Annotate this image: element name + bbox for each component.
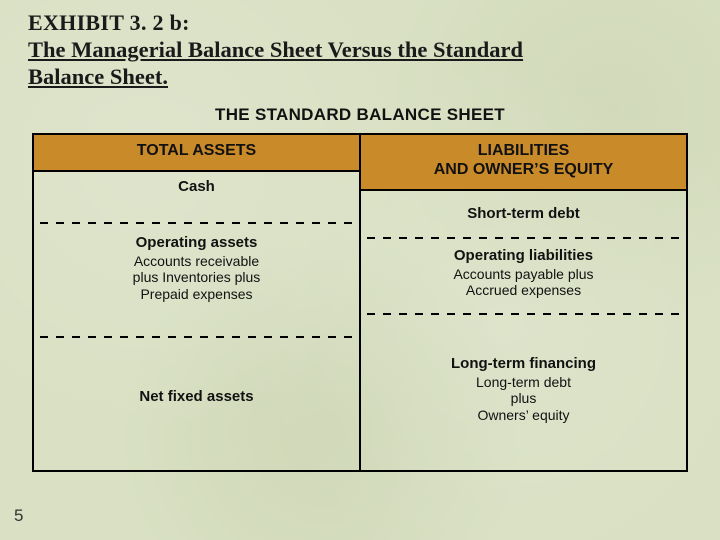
assets-divider [40, 336, 353, 338]
assets-item-heading: Cash [34, 178, 359, 195]
balance-sheet-table: TOTAL ASSETS CashOperating assetsAccount… [32, 133, 688, 472]
sheet-title: THE STANDARD BALANCE SHEET [28, 105, 692, 125]
liabilities-divider [367, 237, 680, 239]
liabilities-header-line1: LIABILITIES [478, 142, 570, 159]
liabilities-item: Operating liabilities Accounts payable pl… [361, 247, 686, 299]
slide-content: EXHIBIT 3. 2 b: The Managerial Balance S… [0, 0, 720, 472]
liabilities-item: Long-term financing Long-term debtplusOwn… [361, 355, 686, 424]
assets-item: Operating assets Accounts receivableplus … [34, 234, 359, 303]
liabilities-item-sub: Long-term debtplusOwners’ equity [361, 374, 686, 424]
assets-cells: Cash Operating assets Accounts receivablep… [34, 172, 359, 470]
liabilities-divider [367, 313, 680, 315]
liabilities-item-heading: Operating liabilities [361, 247, 686, 264]
assets-item: Net fixed assets [34, 388, 359, 405]
assets-item-sub: Accounts receivableplus Inventories plus… [34, 253, 359, 303]
exhibit-label: EXHIBIT 3. 2 b: [28, 10, 692, 36]
liabilities-item-sub: Accounts payable plusAccrued expenses [361, 266, 686, 299]
liabilities-cells: Short-term debt Operating liabilities Acco… [361, 191, 686, 470]
assets-column: TOTAL ASSETS Cash Operating assets Account… [32, 133, 361, 472]
liabilities-header: LIABILITIES AND OWNER’S EQUITY [361, 135, 686, 191]
liabilities-item: Short-term debt [361, 205, 686, 222]
liabilities-item-heading: Short-term debt [361, 205, 686, 222]
assets-item: Cash [34, 178, 359, 195]
assets-item-heading: Net fixed assets [34, 388, 359, 405]
liabilities-item-heading: Long-term financing [361, 355, 686, 372]
title-line-2: Balance Sheet. [28, 64, 168, 89]
assets-item-heading: Operating assets [34, 234, 359, 251]
assets-header: TOTAL ASSETS [34, 135, 359, 172]
liabilities-column: LIABILITIES AND OWNER’S EQUITY Short-ter… [361, 133, 688, 472]
assets-divider [40, 222, 353, 224]
title-line-1: The Managerial Balance Sheet Versus the … [28, 37, 523, 62]
page-number: 5 [14, 506, 23, 526]
slide-title: The Managerial Balance Sheet Versus the … [28, 36, 692, 91]
liabilities-header-line2: AND OWNER’S EQUITY [434, 161, 614, 178]
